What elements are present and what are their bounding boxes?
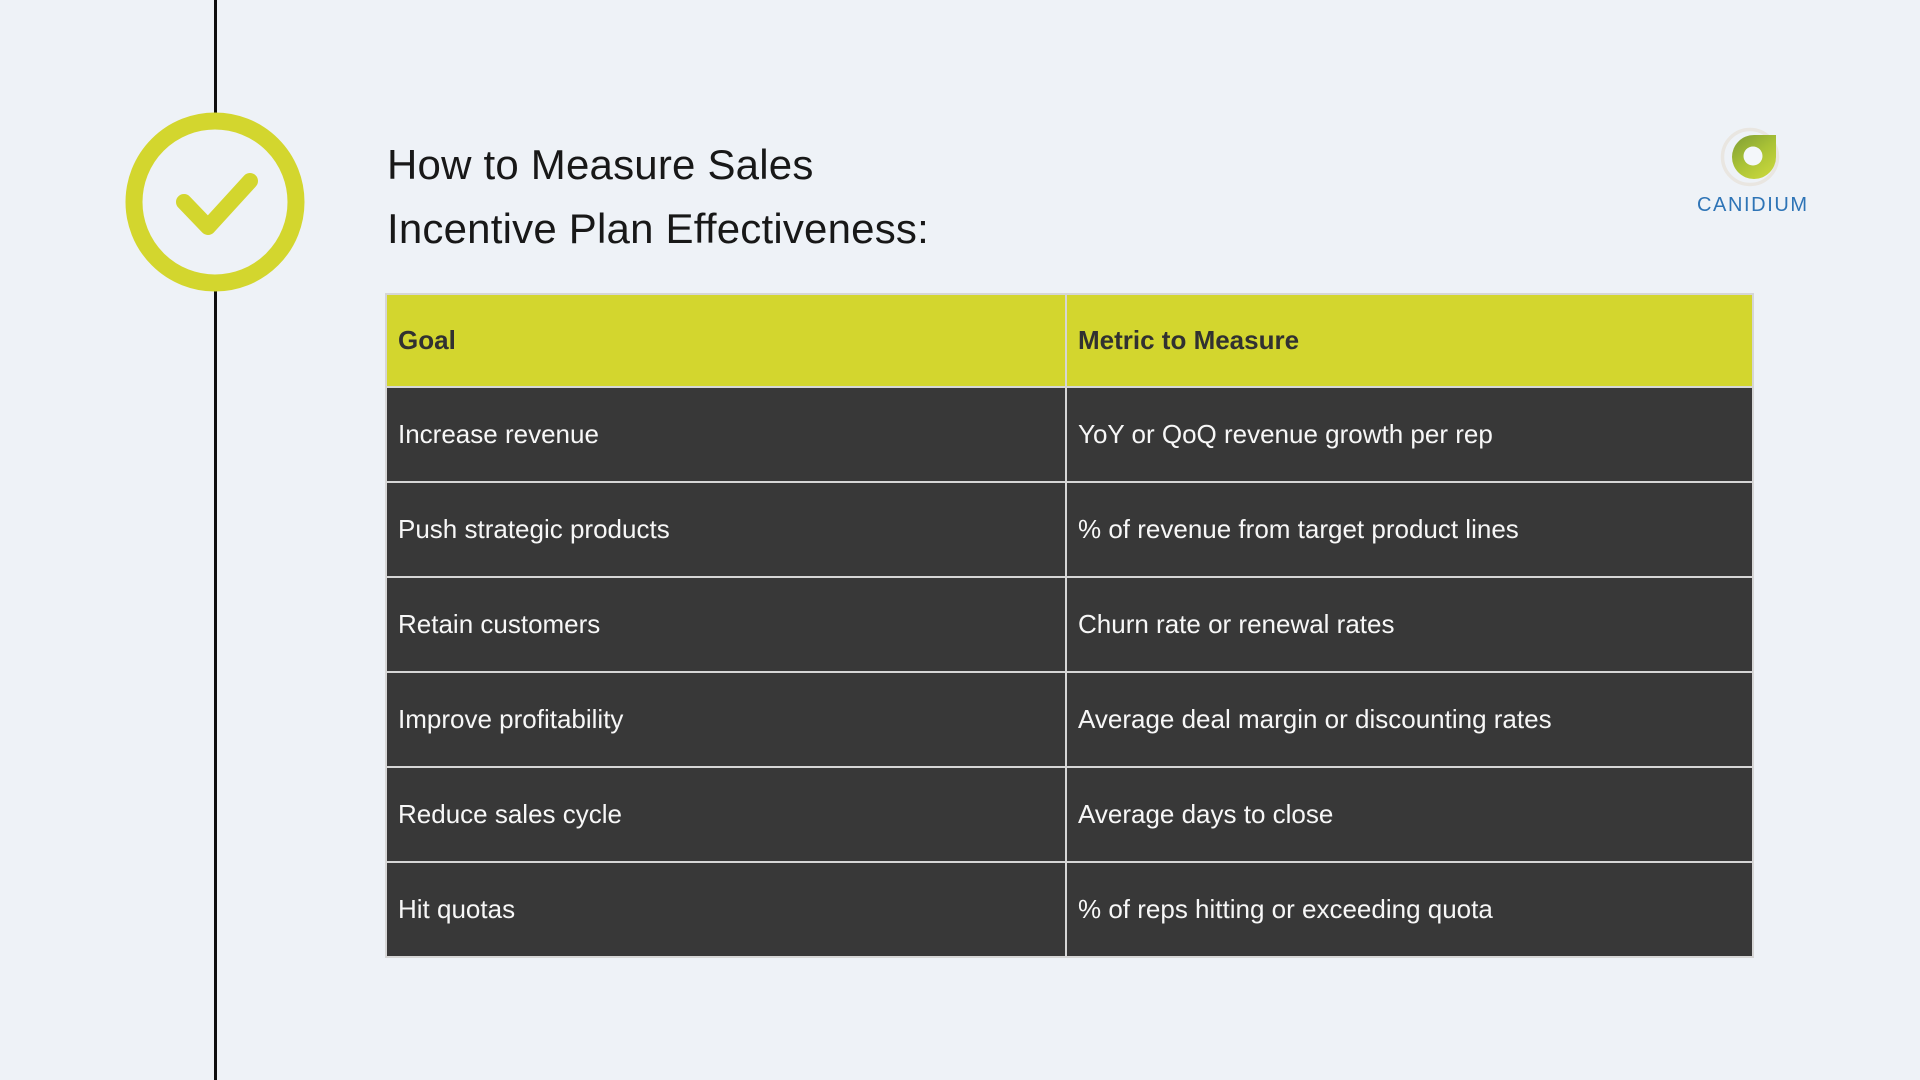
goal-cell: Hit quotas — [385, 861, 1067, 958]
metric-cell: Churn rate or renewal rates — [1065, 576, 1754, 673]
canidium-logo: CANIDIUM — [1690, 100, 1830, 230]
page-title: How to Measure Sales Incentive Plan Effe… — [387, 133, 929, 261]
table-row: Retain customers Churn rate or renewal r… — [385, 576, 1754, 673]
page-title-line1: How to Measure Sales — [387, 141, 814, 188]
header-metric: Metric to Measure — [1065, 293, 1754, 388]
check-circle-svg — [125, 112, 305, 292]
table-row: Push strategic products % of revenue fro… — [385, 481, 1754, 578]
goal-cell: Increase revenue — [385, 386, 1067, 483]
vertical-accent-line — [214, 0, 217, 1080]
metric-cell: Average days to close — [1065, 766, 1754, 863]
table-row: Hit quotas % of reps hitting or exceedin… — [385, 861, 1754, 958]
header-goal: Goal — [385, 293, 1067, 388]
goal-cell: Push strategic products — [385, 481, 1067, 578]
metric-cell: Average deal margin or discounting rates — [1065, 671, 1754, 768]
metric-cell: YoY or QoQ revenue growth per rep — [1065, 386, 1754, 483]
goal-cell: Retain customers — [385, 576, 1067, 673]
table-row: Reduce sales cycle Average days to close — [385, 766, 1754, 863]
goal-metric-table: Goal Metric to Measure Increase revenue … — [385, 293, 1754, 958]
table-header-row: Goal Metric to Measure — [385, 293, 1754, 388]
metric-cell: % of revenue from target product lines — [1065, 481, 1754, 578]
goal-cell: Improve profitability — [385, 671, 1067, 768]
metric-cell: % of reps hitting or exceeding quota — [1065, 861, 1754, 958]
check-circle-icon — [125, 112, 305, 292]
table-row: Improve profitability Average deal margi… — [385, 671, 1754, 768]
canidium-logomark-icon — [1720, 127, 1780, 187]
goal-cell: Reduce sales cycle — [385, 766, 1067, 863]
table-row: Increase revenue YoY or QoQ revenue grow… — [385, 386, 1754, 483]
page-title-line2: Incentive Plan Effectiveness: — [387, 205, 929, 252]
canidium-wordmark: CANIDIUM — [1697, 194, 1809, 216]
